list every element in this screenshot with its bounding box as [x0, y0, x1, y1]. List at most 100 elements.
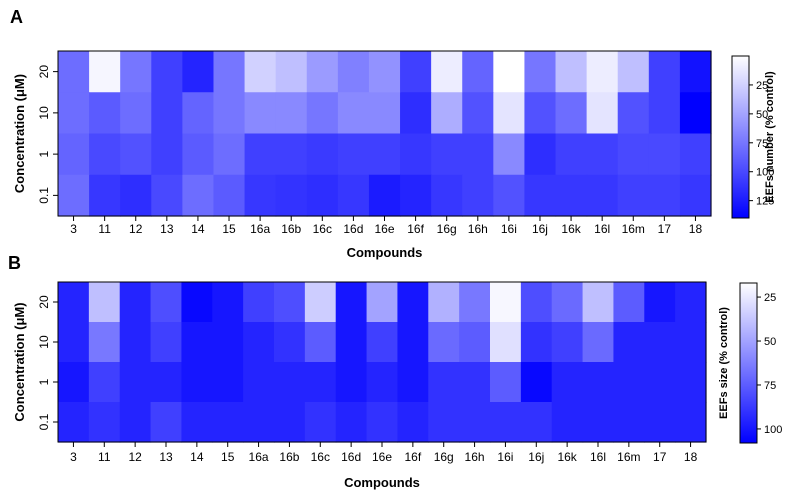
x-tick-label-b: 16h	[465, 450, 485, 464]
heatmap-cell-b-16h-1	[459, 362, 491, 403]
heatmap-cell-b-16f-0.1	[397, 402, 429, 443]
heatmap-cell-b-16c-0.1	[304, 402, 337, 443]
y-tick-label-a: 10	[37, 106, 51, 120]
heatmap-cell-a-16b-10	[275, 92, 308, 135]
heatmap-cell-a-16l-10	[586, 92, 619, 135]
x-tick-label-a: 16l	[594, 222, 610, 236]
heatmap-cell-a-16c-20	[306, 51, 339, 93]
y-tick-label-b: 0.1	[37, 413, 51, 430]
heatmap-cell-a-16m-20	[617, 51, 650, 93]
heatmap-cell-b-16g-10	[428, 322, 460, 363]
x-tick-label-b: 16d	[341, 450, 361, 464]
heatmap-cell-b-16h-0.1	[459, 402, 491, 443]
heatmap-cell-b-16e-1	[366, 362, 399, 403]
heatmap-cell-b-16a-10	[243, 322, 275, 363]
y-axis-title-b: Concentration (μM)	[12, 302, 27, 421]
heatmap-cell-a-3-1	[58, 133, 90, 176]
heatmap-cell-a-12-10	[120, 92, 152, 135]
x-tick-label-a: 16b	[281, 222, 301, 236]
heatmap-cell-a-16d-10	[337, 92, 370, 135]
heatmap-cell-a-16l-20	[586, 51, 619, 93]
heatmap-cell-b-16f-1	[397, 362, 429, 403]
x-tick-label-a: 16d	[343, 222, 363, 236]
heatmap-cell-a-11-10	[89, 92, 121, 135]
x-tick-label-b: 12	[128, 450, 142, 464]
heatmap-cell-b-12-1	[119, 362, 152, 403]
heatmap-cell-b-16m-0.1	[613, 402, 645, 443]
heatmap-cell-b-11-10	[88, 322, 121, 363]
heatmap-cell-b-16i-0.1	[490, 402, 522, 443]
heatmap-cell-a-11-1	[89, 133, 121, 176]
heatmap-cell-b-16b-20	[274, 282, 306, 323]
y-tick-label-b: 20	[37, 295, 51, 309]
heatmap-cell-b-16d-0.1	[335, 402, 368, 443]
heatmap-cell-b-12-10	[119, 322, 152, 363]
heatmap-cell-a-14-10	[182, 92, 215, 135]
heatmap-cell-b-16c-20	[304, 282, 337, 323]
heatmap-cell-a-18-20	[679, 51, 712, 93]
heatmap-cell-b-16i-10	[490, 322, 522, 363]
heatmap-cell-a-16j-1	[524, 133, 557, 176]
heatmap-cell-b-18-1	[675, 362, 707, 403]
heatmap-cell-b-14-20	[181, 282, 213, 323]
heatmap-cell-a-16i-10	[493, 92, 526, 135]
x-tick-label-b: 11	[98, 450, 111, 464]
heatmap-cell-b-15-20	[212, 282, 244, 323]
y-tick-label-b: 10	[37, 335, 51, 349]
heatmap-cell-a-18-1	[679, 133, 712, 176]
y-tick-label-a: 1	[37, 150, 51, 157]
colorbar-tick-label-b: 100	[764, 424, 782, 436]
heatmap-cell-a-16d-0.1	[337, 174, 370, 217]
heatmap-cell-a-16f-20	[400, 51, 432, 93]
heatmap-cell-a-16g-1	[431, 133, 463, 176]
heatmap-cell-b-16d-20	[335, 282, 368, 323]
heatmap-cell-a-14-0.1	[182, 174, 215, 217]
heatmap-cell-a-15-1	[213, 133, 246, 176]
heatmap-cell-b-3-0.1	[58, 402, 90, 443]
heatmap-cell-a-13-20	[151, 51, 183, 93]
x-axis-title-b: Compounds	[344, 475, 420, 490]
heatmap-cell-a-16a-0.1	[244, 174, 277, 217]
heatmap-cell-a-3-0.1	[58, 174, 90, 217]
heatmap-cell-a-11-0.1	[89, 174, 121, 217]
heatmap-cell-a-16m-1	[617, 133, 650, 176]
heatmap-cell-a-16i-1	[493, 133, 526, 176]
heatmap-cell-b-14-0.1	[181, 402, 213, 443]
heatmap-cell-b-16a-1	[243, 362, 275, 403]
heatmap-cell-a-18-10	[679, 92, 712, 135]
heatmap-cell-b-12-0.1	[119, 402, 152, 443]
heatmap-cell-a-16h-1	[462, 133, 494, 176]
heatmap-cell-b-16l-20	[582, 282, 615, 323]
heatmap-cell-b-16h-10	[459, 322, 491, 363]
colorbar-tick-label-a: 75	[756, 138, 768, 150]
panel-b-letter: B	[8, 253, 21, 273]
heatmap-cell-b-11-0.1	[88, 402, 121, 443]
heatmap-cell-b-14-1	[181, 362, 213, 403]
heatmap-cell-b-11-1	[88, 362, 121, 403]
heatmap-cell-a-16b-0.1	[275, 174, 308, 217]
x-tick-label-b: 16l	[590, 450, 606, 464]
heatmap-cell-b-16a-0.1	[243, 402, 275, 443]
heatmap-cell-a-16a-10	[244, 92, 277, 135]
heatmap-cell-b-16g-1	[428, 362, 460, 403]
x-tick-label-a: 16f	[407, 222, 424, 236]
x-tick-label-b: 16b	[279, 450, 299, 464]
heatmap-cell-b-16e-10	[366, 322, 399, 363]
colorbar-a	[731, 55, 750, 219]
heatmap-cell-a-17-10	[648, 92, 681, 135]
heatmap-cell-b-16l-10	[582, 322, 615, 363]
heatmap-cell-a-16e-20	[368, 51, 401, 93]
heatmap-cell-a-16m-0.1	[617, 174, 650, 217]
heatmap-cell-a-16m-10	[617, 92, 650, 135]
x-tick-label-b: 16j	[528, 450, 544, 464]
heatmap-cell-b-17-20	[644, 282, 676, 323]
x-tick-label-b: 13	[159, 450, 173, 464]
heatmap-cell-a-14-20	[182, 51, 215, 93]
heatmap-cell-a-16k-1	[555, 133, 588, 176]
heatmap-cell-a-16d-20	[337, 51, 370, 93]
y-tick-label-a: 0.1	[37, 187, 51, 204]
heatmap-cell-b-16l-1	[582, 362, 615, 403]
heatmap-cell-b-16g-0.1	[428, 402, 460, 443]
x-tick-label-b: 16a	[249, 450, 269, 464]
heatmap-cell-a-12-0.1	[120, 174, 152, 217]
